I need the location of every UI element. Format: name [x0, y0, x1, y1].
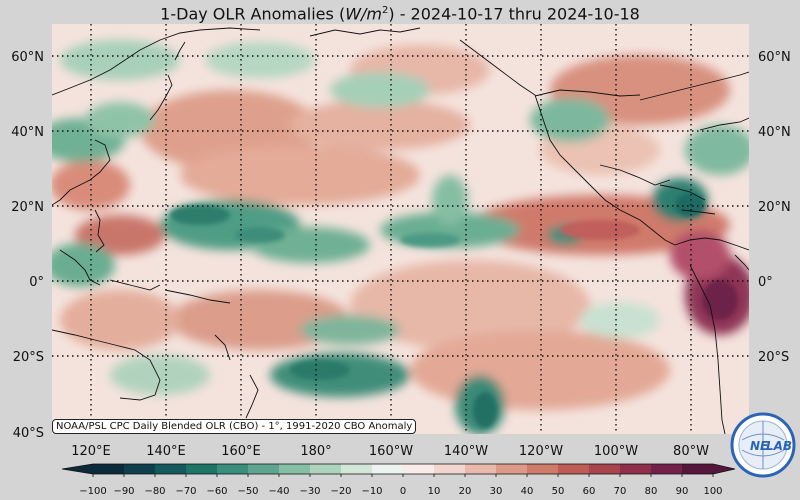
lon-label: 120°W — [519, 444, 563, 459]
lat-label: 20°S — [758, 350, 789, 365]
colorbar-cell — [465, 464, 497, 474]
lat-label: 40°N — [11, 125, 44, 140]
colorbar-cell — [279, 464, 311, 474]
colorbar-cell — [217, 464, 249, 474]
lon-label: 80°W — [673, 444, 709, 459]
title-unit: W/m — [345, 4, 382, 24]
colorbar-tick-label: 30 — [490, 486, 503, 497]
colorbar-cell — [93, 464, 125, 474]
colorbar-cell — [558, 464, 590, 474]
colorbar-tick-label: −20 — [330, 486, 351, 497]
chart-title: 1-Day OLR Anomalies (W/m2) - 2024-10-17 … — [0, 0, 800, 24]
colorbar-tick-label: 40 — [521, 486, 534, 497]
colorbar-min-arrow — [62, 464, 93, 474]
lon-label: 160°W — [369, 444, 413, 459]
colorbar-tick-label: −50 — [237, 486, 258, 497]
colorbar-tick-label: 10 — [428, 486, 441, 497]
lat-label: 0° — [29, 275, 44, 290]
lon-label: 140°E — [146, 444, 186, 459]
colorbar-cell — [155, 464, 187, 474]
title-suffix: ) - 2024-10-17 thru 2024-10-18 — [388, 4, 640, 24]
map-panel — [52, 24, 749, 434]
lon-labels: 120°E 140°E 160°E 180° 160°W 140°W 120°W… — [71, 444, 709, 459]
lat-label: 0° — [758, 275, 773, 290]
colorbar-tick-label: −10 — [361, 486, 382, 497]
graticule — [52, 24, 749, 434]
noaa-lab-logo: NE LAB — [730, 412, 796, 478]
lon-label: 120°E — [71, 444, 111, 459]
data-source-credit: NOAA/PSL CPC Daily Blended OLR (CBO) - 1… — [52, 419, 417, 434]
lat-label: 60°N — [11, 50, 44, 65]
colorbar-cell — [589, 464, 621, 474]
colorbar-cell — [682, 464, 714, 474]
lon-label: 140°W — [444, 444, 488, 459]
colorbar-cell — [651, 464, 683, 474]
colorbar-tick-label: −70 — [175, 486, 196, 497]
lat-labels-right: 60°N 40°N 20°N 0° 20°S — [758, 50, 791, 365]
colorbar-tick-label: 50 — [552, 486, 565, 497]
lat-label: 20°S — [13, 350, 44, 365]
lon-label: 180° — [300, 444, 331, 459]
colorbar-cell — [496, 464, 528, 474]
colorbar-tick-label: −80 — [144, 486, 165, 497]
colorbar-tick-label: 80 — [645, 486, 658, 497]
lat-label: 60°N — [758, 50, 791, 65]
logo-text-left: NE — [750, 439, 769, 453]
colorbar-cell — [372, 464, 404, 474]
colorbar-tick-label: 100 — [703, 486, 722, 497]
lon-label: 100°W — [594, 444, 638, 459]
lat-label: 40°S — [13, 426, 44, 441]
title-prefix: 1-Day OLR Anomalies ( — [160, 4, 346, 24]
colorbar-cell — [341, 464, 373, 474]
logo-grid-icon — [741, 421, 785, 469]
title-unit-exponent: 2 — [381, 5, 389, 16]
colorbar: −100 −90 −80 −70 −60 −50 −40 −30 −20 −10 0 10 20 30 40… — [61, 463, 736, 497]
colorbar-tick-label: 0 — [400, 486, 406, 497]
anomaly-detail — [170, 193, 738, 428]
colorbar-ticks: −100 −90 −80 −70 −60 −50 −40 −30 −20 −10 0 10 20 30 40… — [79, 474, 723, 497]
colorbar-tick-label: −40 — [268, 486, 289, 497]
colorbar-cell — [620, 464, 652, 474]
logo-text-right: LAB — [766, 439, 792, 453]
lon-label: 160°E — [221, 444, 261, 459]
colorbar-cell — [248, 464, 280, 474]
colorbar-tick-label: −60 — [206, 486, 227, 497]
lat-label: 20°N — [758, 200, 791, 215]
colorbar-cell — [186, 464, 218, 474]
colorbar-cell — [124, 464, 156, 474]
colorbar-cell — [310, 464, 342, 474]
colorbar-tick-label: 90 — [676, 486, 689, 497]
colorbar-tick-label: 60 — [583, 486, 596, 497]
colorbar-tick-label: −30 — [299, 486, 320, 497]
colorbar-tick-label: −90 — [113, 486, 134, 497]
lat-label: 20°N — [11, 200, 44, 215]
colorbar-cell — [403, 464, 435, 474]
lat-labels-left: 60°N 40°N 20°N 0° 20°S 40°S — [11, 50, 44, 441]
colorbar-cell — [434, 464, 466, 474]
colorbar-max-arrow — [713, 464, 735, 474]
colorbar-tick-label: 20 — [459, 486, 472, 497]
colorbar-tick-label: −100 — [79, 486, 106, 497]
lat-label: 40°N — [758, 125, 791, 140]
colorbar-cell — [527, 464, 559, 474]
colorbar-cells — [93, 464, 714, 474]
colorbar-tick-label: 70 — [614, 486, 627, 497]
